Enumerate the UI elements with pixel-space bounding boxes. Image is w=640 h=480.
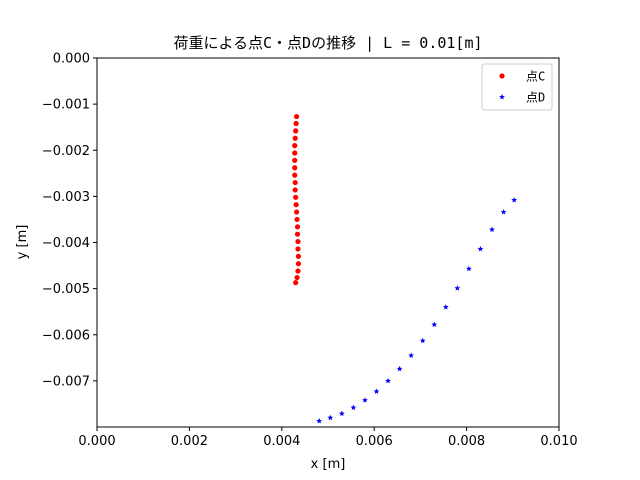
data-point	[350, 404, 357, 411]
data-point	[292, 179, 298, 186]
data-point	[316, 418, 323, 424]
legend-label: 点C	[526, 70, 545, 84]
data-point	[327, 414, 334, 421]
x-axis-label: x [m]	[311, 457, 346, 472]
data-point	[396, 365, 403, 372]
data-point	[489, 226, 495, 233]
data-point	[293, 209, 300, 215]
data-point	[295, 238, 301, 245]
series-1	[292, 113, 302, 286]
legend-marker	[499, 94, 505, 100]
data-point	[442, 304, 449, 310]
data-point	[477, 245, 484, 252]
data-point	[294, 216, 300, 223]
data-point	[293, 128, 299, 134]
x-tick-label: 0.010	[540, 434, 577, 449]
legend-marker	[499, 73, 505, 79]
y-axis-label: y [m]	[15, 225, 30, 260]
chart-title: 荷重による点C・点Dの推移 | L = 0.01[m]	[173, 34, 482, 52]
series-group	[292, 113, 518, 424]
y-tick-label: −0.006	[42, 328, 90, 343]
data-point	[292, 172, 298, 178]
data-point	[293, 202, 299, 208]
data-point	[293, 280, 299, 286]
y-tick-label: −0.005	[42, 282, 90, 297]
x-tick-label: 0.004	[263, 434, 300, 449]
data-point	[293, 194, 299, 200]
data-point	[292, 157, 298, 163]
x-tick-label: 0.008	[448, 434, 485, 449]
data-point	[500, 209, 507, 215]
y-tick-label: 0.000	[53, 52, 90, 67]
data-point	[292, 165, 298, 171]
data-point	[362, 397, 368, 403]
data-point	[408, 352, 415, 358]
data-point	[294, 224, 301, 230]
plot-frame	[96, 57, 560, 428]
data-point	[295, 261, 302, 267]
y-tick-label: −0.004	[42, 236, 90, 251]
data-point	[339, 410, 345, 417]
x-tick-label: 0.006	[356, 434, 393, 449]
data-point	[293, 113, 300, 120]
data-point	[454, 285, 461, 291]
x-axis: 0.000 0.002 0.004 0.006 0.008 0.010	[78, 427, 578, 449]
legend-label: 点D	[526, 91, 545, 105]
data-point	[295, 268, 301, 274]
data-point	[293, 120, 299, 127]
data-point	[294, 274, 300, 281]
data-point	[292, 150, 298, 156]
data-point	[292, 143, 298, 149]
x-tick-label: 0.002	[171, 434, 208, 449]
data-point	[385, 377, 391, 384]
data-point	[419, 337, 426, 344]
y-tick-label: −0.007	[42, 374, 90, 389]
data-point	[466, 265, 472, 272]
data-point	[511, 197, 518, 203]
data-point	[373, 388, 380, 394]
plot-area	[96, 57, 560, 428]
x-tick-label: 0.000	[78, 434, 115, 449]
data-point	[295, 253, 302, 259]
data-point	[292, 135, 298, 141]
data-point	[431, 321, 438, 328]
y-tick-label: −0.003	[42, 190, 90, 205]
legend: 点C 点D	[481, 63, 553, 111]
data-point	[294, 231, 301, 237]
data-point	[292, 187, 298, 193]
y-tick-label: −0.001	[42, 98, 90, 113]
data-point	[295, 246, 301, 252]
y-axis: 0.000 −0.001 −0.002 −0.003 −0.004 −0.005 −0.00…	[42, 52, 97, 389]
series-2	[316, 197, 518, 424]
y-tick-label: −0.002	[42, 144, 90, 159]
